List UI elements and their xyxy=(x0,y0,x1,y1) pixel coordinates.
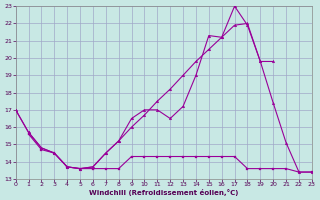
X-axis label: Windchill (Refroidissement éolien,°C): Windchill (Refroidissement éolien,°C) xyxy=(89,189,238,196)
